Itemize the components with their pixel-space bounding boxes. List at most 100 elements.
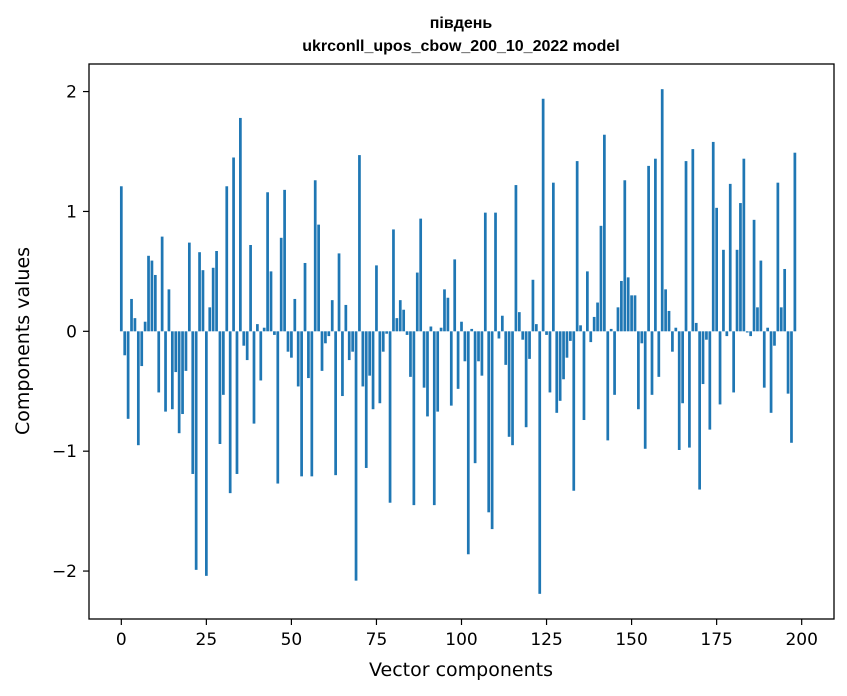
bar	[599, 225, 603, 332]
bar	[439, 327, 443, 332]
bar	[256, 324, 259, 332]
bar	[483, 212, 487, 332]
bar	[667, 310, 671, 332]
bar	[222, 331, 225, 395]
bar	[650, 331, 654, 395]
bar	[759, 260, 763, 332]
bar	[235, 331, 239, 474]
bar	[487, 331, 491, 513]
bar	[130, 298, 133, 332]
bar	[524, 331, 528, 428]
bar	[470, 328, 474, 332]
bar	[531, 279, 535, 332]
bar	[245, 331, 249, 361]
bar	[279, 237, 283, 332]
bar	[286, 331, 290, 352]
bar	[119, 186, 123, 332]
bar	[586, 271, 589, 332]
bar	[511, 331, 514, 446]
bar	[456, 331, 460, 389]
bar	[177, 331, 181, 434]
bar	[473, 331, 477, 464]
bar	[398, 300, 402, 332]
bar	[269, 271, 273, 332]
bar	[191, 331, 195, 474]
bar	[368, 331, 372, 376]
bar	[647, 165, 650, 332]
bar	[603, 134, 606, 332]
bar	[194, 331, 198, 570]
bar	[504, 331, 508, 365]
bar	[307, 331, 310, 379]
bar	[745, 331, 749, 333]
bar	[143, 321, 147, 332]
bar	[664, 289, 667, 332]
bar	[153, 274, 157, 332]
bar	[735, 249, 739, 332]
bar	[140, 331, 144, 367]
bar	[392, 229, 395, 332]
y-tick-label: 1	[66, 202, 77, 222]
bar	[620, 280, 623, 332]
bar	[293, 298, 297, 332]
bar	[432, 331, 436, 506]
bar	[276, 331, 280, 484]
bar	[405, 331, 409, 335]
bar	[409, 331, 412, 377]
bar	[640, 331, 644, 344]
bar	[660, 89, 664, 332]
bar	[341, 331, 344, 397]
bar	[637, 331, 640, 410]
bar	[215, 251, 218, 332]
y-axis-label: Components values	[12, 247, 34, 435]
bar	[313, 180, 317, 332]
bar	[480, 331, 484, 376]
bar	[453, 259, 457, 332]
bar	[773, 331, 776, 346]
y-tick-label: 0	[66, 322, 77, 342]
bar	[133, 318, 137, 332]
bar	[477, 331, 480, 362]
bar	[198, 252, 201, 332]
bar	[123, 331, 127, 356]
bar	[582, 331, 586, 421]
bar	[684, 161, 688, 332]
bar	[388, 331, 392, 503]
bar	[344, 304, 348, 332]
y-tick-label: −2	[52, 562, 77, 582]
bar	[412, 331, 416, 506]
bar	[303, 262, 307, 332]
bar	[218, 331, 222, 444]
bar	[494, 212, 497, 332]
bar	[187, 242, 191, 332]
bar	[528, 331, 531, 359]
bar	[290, 331, 293, 358]
bar	[739, 203, 742, 332]
plot-frame	[88, 63, 835, 620]
bar	[225, 186, 229, 332]
bar	[497, 331, 501, 339]
bar	[613, 331, 616, 395]
bar	[317, 224, 320, 332]
bar	[538, 331, 542, 594]
bar	[500, 315, 504, 332]
bar	[385, 331, 389, 334]
bar	[419, 218, 423, 332]
bar	[783, 268, 787, 332]
bar	[460, 321, 463, 332]
bar	[228, 331, 232, 494]
bar	[548, 331, 552, 393]
bar	[337, 253, 341, 332]
bar	[136, 331, 140, 446]
x-tick-label: 150	[615, 630, 647, 650]
bar	[558, 331, 562, 401]
chart-title-line-1: південь	[430, 15, 493, 32]
bar	[769, 331, 773, 413]
bar	[565, 331, 569, 358]
bar	[694, 322, 698, 332]
bar	[490, 331, 494, 530]
bar	[592, 316, 596, 332]
bar	[330, 300, 334, 332]
bar	[521, 331, 525, 340]
bar	[242, 331, 246, 346]
